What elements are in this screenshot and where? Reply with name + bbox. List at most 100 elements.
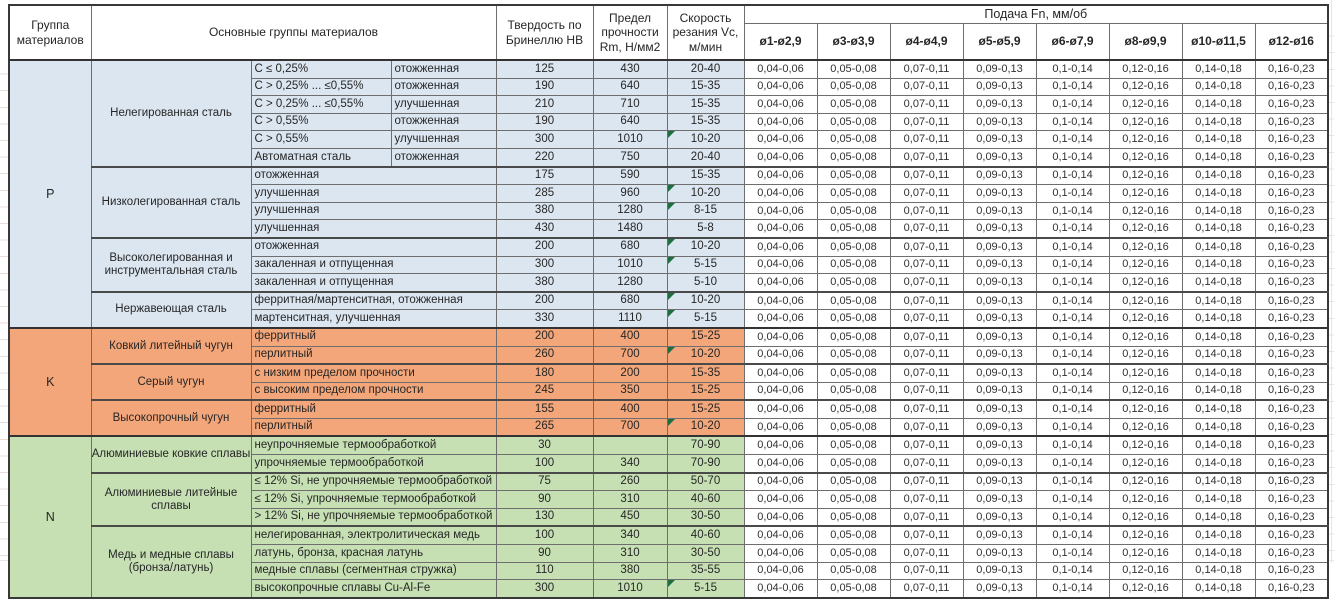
cutting-speed-vc-cell[interactable]: 10-20 — [666, 130, 745, 149]
feed-value-cell[interactable]: 0,04-0,06 — [743, 273, 818, 293]
material-detail-cell[interactable]: неупрочняемые термообработкой — [250, 435, 497, 456]
feed-value-cell[interactable]: 0,16-0,23 — [1254, 490, 1329, 509]
cutting-speed-vc-cell[interactable]: 50-70 — [666, 471, 745, 492]
feed-value-cell[interactable]: 0,14-0,18 — [1181, 363, 1256, 383]
feed-diameter-header[interactable]: ø12-ø16 — [1254, 23, 1329, 61]
strength-rm-cell[interactable]: 340 — [592, 454, 668, 474]
feed-value-cell[interactable]: 0,1-0,14 — [1035, 309, 1110, 329]
feed-value-cell[interactable]: 0,16-0,23 — [1254, 561, 1329, 581]
feed-value-cell[interactable]: 0,12-0,16 — [1108, 201, 1183, 221]
hardness-hb-cell[interactable]: 245 — [495, 381, 594, 401]
col-header-strength-rm[interactable]: Предел прочности Rm, Н/мм2 — [592, 4, 668, 61]
feed-value-cell[interactable]: 0,12-0,16 — [1108, 309, 1183, 329]
material-detail-cell[interactable]: улучшенная — [250, 219, 497, 239]
feed-value-cell[interactable]: 0,07-0,11 — [889, 454, 964, 474]
feed-value-cell[interactable]: 0,12-0,16 — [1108, 130, 1183, 149]
feed-value-cell[interactable]: 0,09-0,13 — [962, 435, 1037, 456]
hardness-hb-cell[interactable]: 300 — [495, 579, 594, 599]
cutting-speed-vc-cell[interactable]: 15-35 — [666, 165, 745, 186]
strength-rm-cell[interactable]: 340 — [592, 525, 668, 546]
feed-value-cell[interactable]: 0,14-0,18 — [1181, 219, 1256, 239]
feed-value-cell[interactable]: 0,1-0,14 — [1035, 201, 1110, 221]
strength-rm-cell[interactable]: 750 — [592, 147, 668, 168]
feed-value-cell[interactable]: 0,1-0,14 — [1035, 471, 1110, 492]
feed-value-cell[interactable]: 0,12-0,16 — [1108, 561, 1183, 581]
material-detail-cell[interactable]: упрочняемые термообработкой — [250, 454, 497, 474]
feed-value-cell[interactable]: 0,05-0,08 — [816, 399, 891, 419]
material-state-cell[interactable]: улучшенная — [390, 130, 497, 149]
cutting-speed-vc-cell[interactable]: 70-90 — [666, 454, 745, 474]
feed-value-cell[interactable]: 0,12-0,16 — [1108, 273, 1183, 293]
col-header-feed-title[interactable]: Подача Fn, мм/об — [743, 4, 1329, 24]
feed-value-cell[interactable]: 0,14-0,18 — [1181, 417, 1256, 437]
cutting-speed-vc-cell[interactable]: 15-35 — [666, 363, 745, 383]
feed-value-cell[interactable]: 0,09-0,13 — [962, 309, 1037, 329]
hardness-hb-cell[interactable]: 220 — [495, 147, 594, 168]
strength-rm-cell[interactable]: 590 — [592, 165, 668, 186]
hardness-hb-cell[interactable]: 200 — [495, 236, 594, 257]
cutting-speed-vc-cell[interactable]: 5-15 — [666, 579, 745, 599]
feed-value-cell[interactable]: 0,04-0,06 — [743, 471, 818, 492]
feed-value-cell[interactable]: 0,05-0,08 — [816, 454, 891, 474]
feed-value-cell[interactable]: 0,07-0,11 — [889, 435, 964, 456]
strength-rm-cell[interactable]: 700 — [592, 417, 668, 437]
feed-value-cell[interactable]: 0,16-0,23 — [1254, 255, 1329, 275]
material-state-cell[interactable]: отожженная — [390, 77, 497, 97]
material-detail-cell[interactable]: улучшенная — [250, 184, 497, 203]
strength-rm-cell[interactable]: 1010 — [592, 255, 668, 275]
feed-value-cell[interactable]: 0,14-0,18 — [1181, 165, 1256, 186]
feed-value-cell[interactable]: 0,04-0,06 — [743, 579, 818, 599]
feed-value-cell[interactable]: 0,1-0,14 — [1035, 273, 1110, 293]
feed-value-cell[interactable]: 0,12-0,16 — [1108, 58, 1183, 79]
feed-value-cell[interactable]: 0,05-0,08 — [816, 219, 891, 239]
feed-value-cell[interactable]: 0,16-0,23 — [1254, 471, 1329, 492]
feed-value-cell[interactable]: 0,12-0,16 — [1108, 77, 1183, 97]
feed-value-cell[interactable]: 0,16-0,23 — [1254, 290, 1329, 311]
feed-value-cell[interactable]: 0,07-0,11 — [889, 112, 964, 132]
feed-value-cell[interactable]: 0,05-0,08 — [816, 95, 891, 114]
hardness-hb-cell[interactable]: 200 — [495, 290, 594, 311]
group-code-cell[interactable]: N — [8, 435, 92, 599]
feed-value-cell[interactable]: 0,07-0,11 — [889, 95, 964, 114]
feed-value-cell[interactable]: 0,1-0,14 — [1035, 236, 1110, 257]
hardness-hb-cell[interactable]: 155 — [495, 399, 594, 419]
feed-value-cell[interactable]: 0,09-0,13 — [962, 525, 1037, 546]
feed-value-cell[interactable]: 0,14-0,18 — [1181, 130, 1256, 149]
feed-value-cell[interactable]: 0,09-0,13 — [962, 201, 1037, 221]
strength-rm-cell[interactable]: 1110 — [592, 309, 668, 329]
subgroup-name-cell[interactable]: Нержавеющая сталь — [90, 290, 252, 329]
strength-rm-cell[interactable]: 1280 — [592, 273, 668, 293]
feed-value-cell[interactable]: 0,07-0,11 — [889, 363, 964, 383]
strength-rm-cell[interactable]: 1010 — [592, 579, 668, 599]
feed-value-cell[interactable]: 0,09-0,13 — [962, 490, 1037, 509]
feed-value-cell[interactable]: 0,09-0,13 — [962, 345, 1037, 365]
strength-rm-cell[interactable]: 1280 — [592, 201, 668, 221]
feed-value-cell[interactable]: 0,04-0,06 — [743, 130, 818, 149]
subgroup-name-cell[interactable]: Нелегированная сталь — [90, 59, 252, 168]
feed-value-cell[interactable]: 0,12-0,16 — [1108, 95, 1183, 114]
hardness-hb-cell[interactable]: 285 — [495, 184, 594, 203]
feed-value-cell[interactable]: 0,09-0,13 — [962, 363, 1037, 383]
material-state-cell[interactable]: отожженная — [390, 58, 497, 79]
feed-diameter-header[interactable]: ø8-ø9,9 — [1108, 23, 1183, 61]
feed-value-cell[interactable]: 0,07-0,11 — [889, 561, 964, 581]
feed-value-cell[interactable]: 0,09-0,13 — [962, 236, 1037, 257]
feed-value-cell[interactable]: 0,04-0,06 — [743, 363, 818, 383]
cutting-speed-vc-cell[interactable]: 10-20 — [666, 345, 745, 365]
feed-value-cell[interactable]: 0,09-0,13 — [962, 507, 1037, 527]
cutting-speed-vc-cell[interactable]: 15-25 — [666, 399, 745, 419]
feed-value-cell[interactable]: 0,14-0,18 — [1181, 525, 1256, 546]
feed-value-cell[interactable]: 0,12-0,16 — [1108, 454, 1183, 474]
feed-value-cell[interactable]: 0,16-0,23 — [1254, 399, 1329, 419]
feed-value-cell[interactable]: 0,12-0,16 — [1108, 435, 1183, 456]
feed-value-cell[interactable]: 0,04-0,06 — [743, 201, 818, 221]
cutting-speed-vc-cell[interactable]: 20-40 — [666, 147, 745, 168]
feed-value-cell[interactable]: 0,05-0,08 — [816, 561, 891, 581]
feed-value-cell[interactable]: 0,05-0,08 — [816, 326, 891, 347]
cutting-speed-vc-cell[interactable]: 15-35 — [666, 112, 745, 132]
material-state-cell[interactable]: улучшенная — [390, 95, 497, 114]
feed-value-cell[interactable]: 0,1-0,14 — [1035, 165, 1110, 186]
feed-value-cell[interactable]: 0,07-0,11 — [889, 77, 964, 97]
feed-value-cell[interactable]: 0,1-0,14 — [1035, 77, 1110, 97]
feed-value-cell[interactable]: 0,14-0,18 — [1181, 273, 1256, 293]
